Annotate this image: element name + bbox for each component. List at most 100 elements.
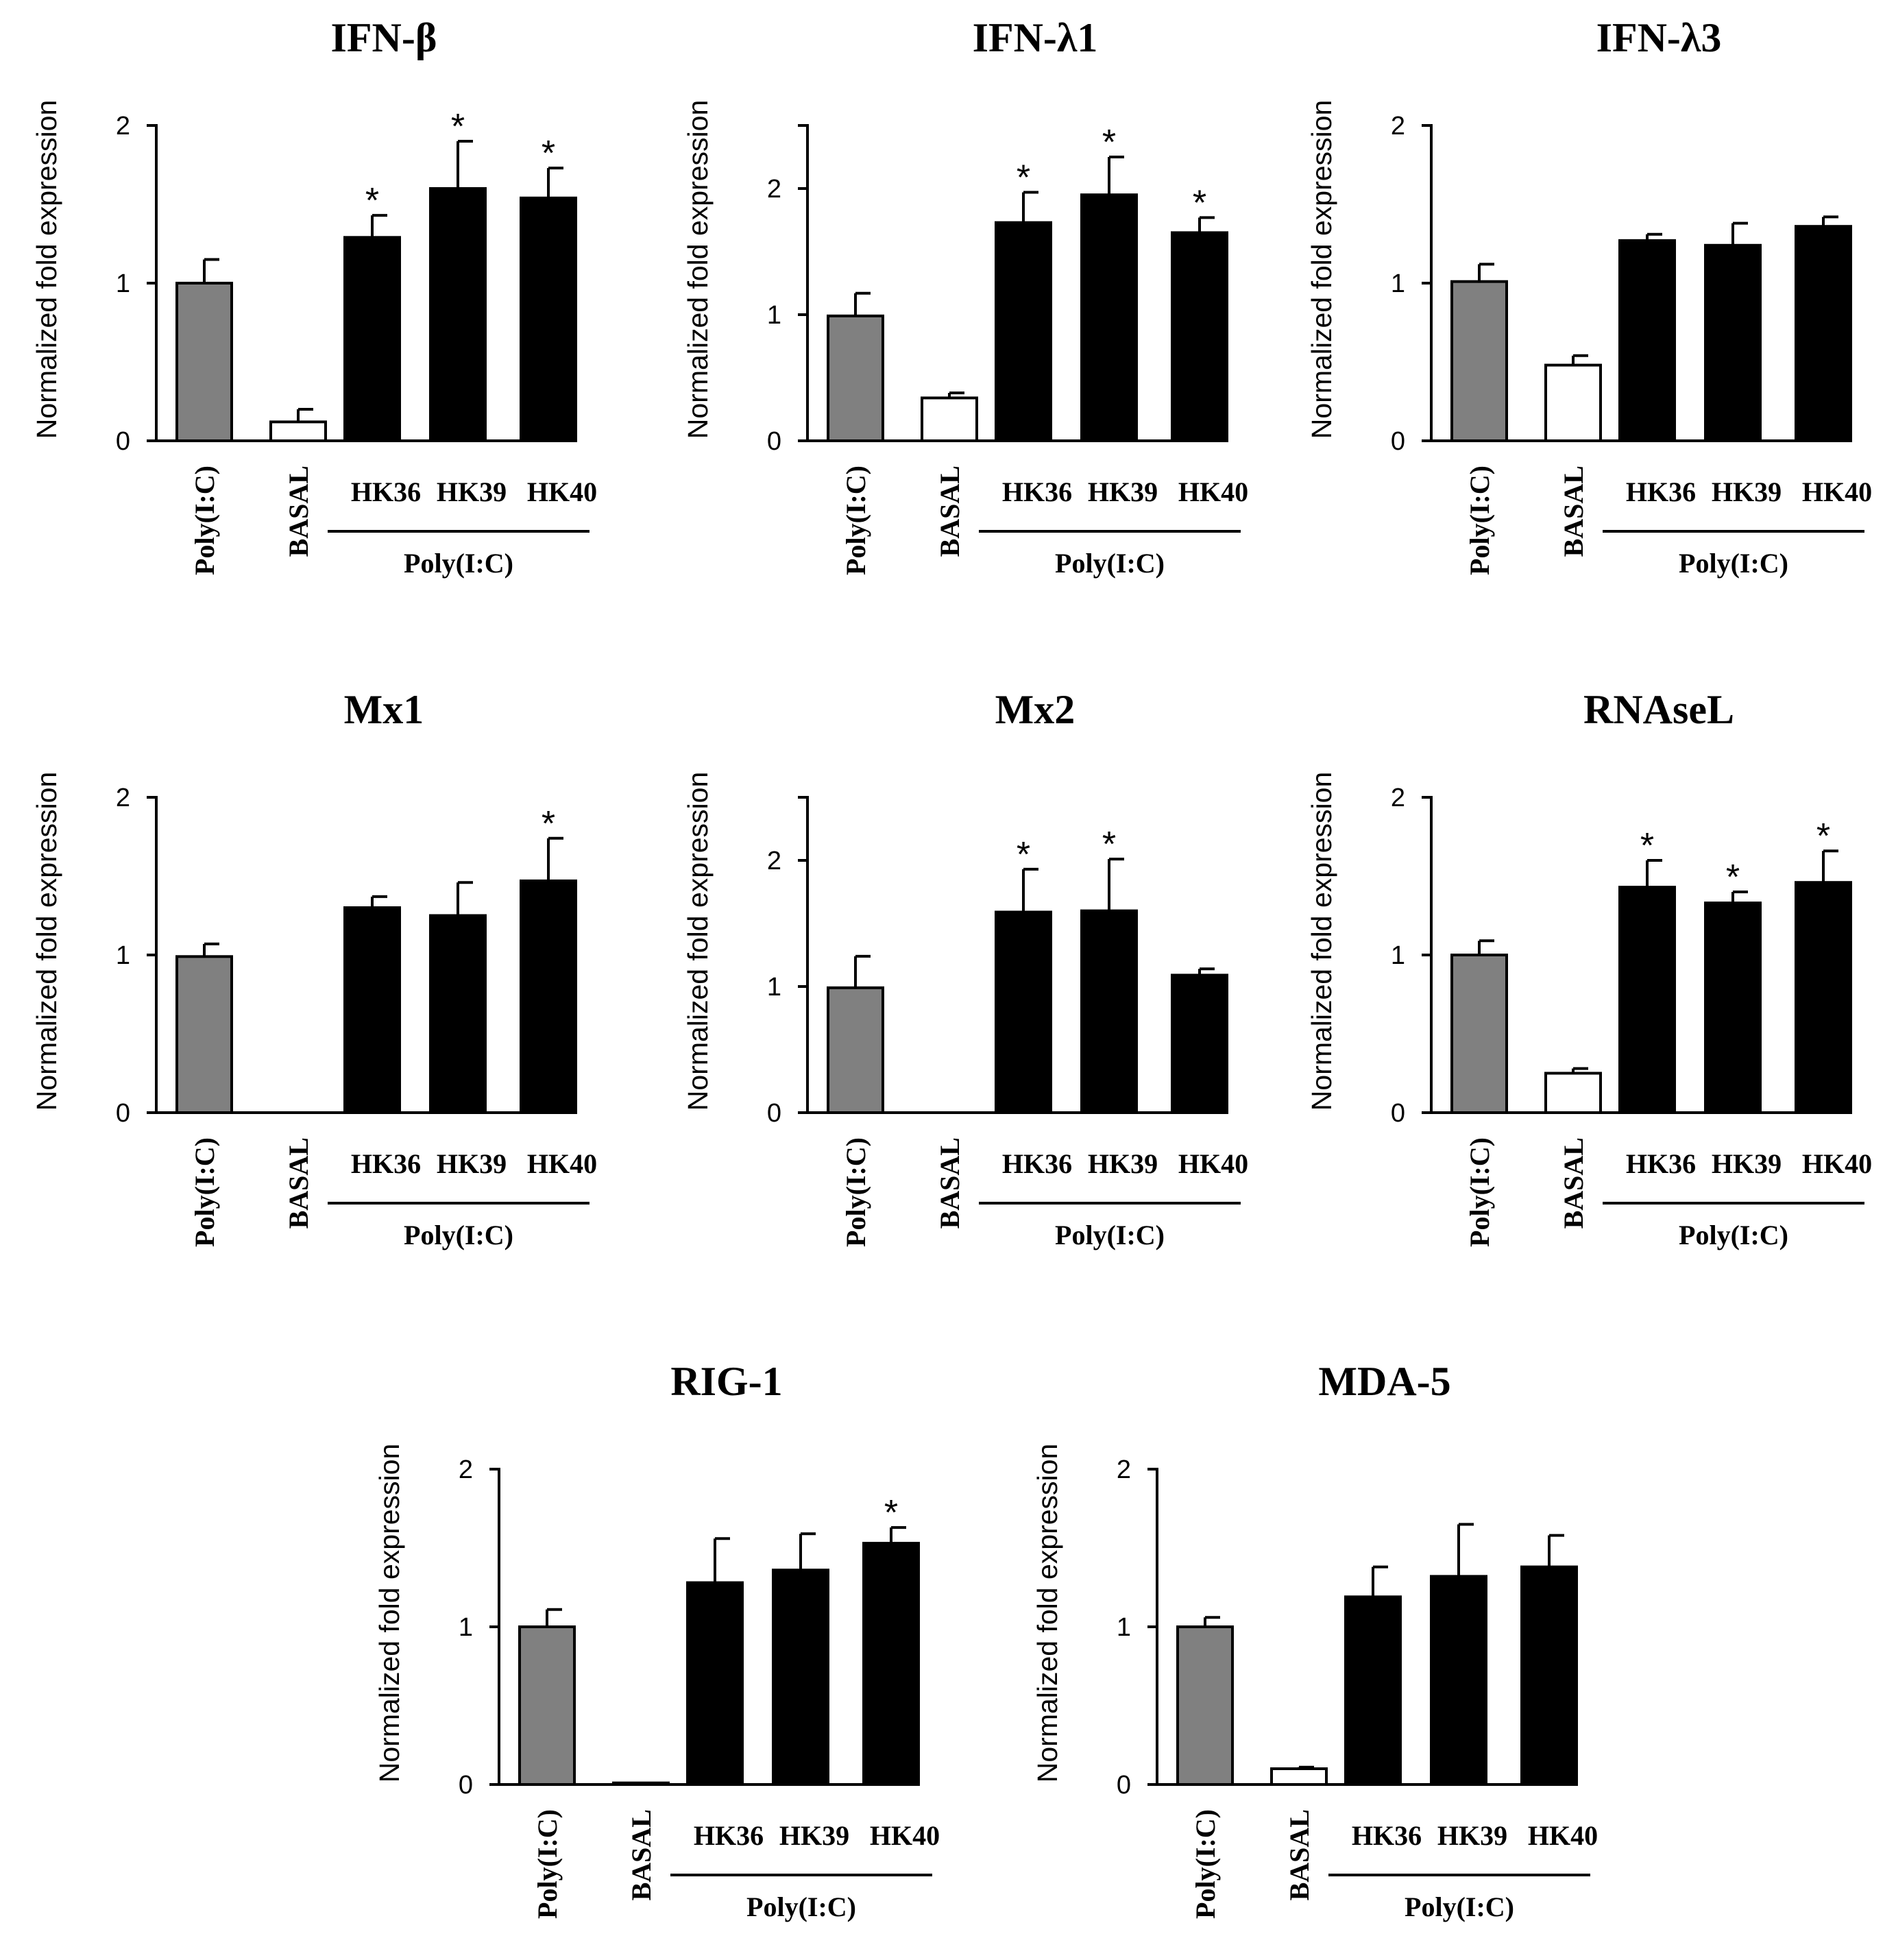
bar-basal	[1544, 363, 1602, 442]
bar-hk39	[429, 914, 487, 1114]
significance-marker: *	[542, 804, 555, 844]
chart-title: RNAseL	[1583, 687, 1734, 732]
bar-hk40	[862, 1542, 920, 1786]
group-label: Poly(I:C)	[404, 1220, 513, 1250]
x-tick-label: HK40	[1528, 1820, 1598, 1851]
y-axis-label: Normalized fold expression	[1032, 1444, 1063, 1783]
y-axis-label: Normalized fold expression	[1306, 100, 1337, 439]
y-axis-label: Normalized fold expression	[682, 100, 714, 439]
significance-marker: *	[1193, 183, 1206, 223]
bar-hk36	[343, 236, 401, 442]
bar-poly-i-c-	[827, 986, 884, 1114]
bar-poly-i-c-	[827, 314, 884, 442]
y-axis-label: Normalized fold expression	[374, 1444, 405, 1783]
x-tick-label: HK40	[527, 1148, 597, 1179]
bar-hk36	[686, 1581, 744, 1786]
y-tick-label: 2	[116, 112, 130, 141]
x-tick-label: BASAL	[1284, 1809, 1315, 1900]
x-tick-label: BASAL	[626, 1809, 657, 1900]
y-tick-label: 2	[116, 784, 130, 812]
bar-poly-i-c-	[1450, 954, 1508, 1114]
bar-poly-i-c-	[1450, 280, 1508, 443]
significance-marker: *	[542, 134, 555, 173]
x-tick-label: HK39	[437, 476, 507, 507]
chart-panel-rig1: RIG-1 Normalized fold expression 0 1 2 * Poly(…	[343, 1344, 973, 1960]
x-tick-label: Poly(I:C)	[189, 465, 220, 575]
x-tick-label: HK36	[351, 476, 421, 507]
x-tick-label: HK39	[1088, 476, 1158, 507]
significance-marker: *	[1726, 858, 1740, 897]
bar-hk40	[1520, 1565, 1578, 1786]
bar-poly-i-c-	[175, 282, 233, 442]
significance-marker: *	[1017, 158, 1030, 198]
bar-hk40	[1795, 881, 1852, 1114]
bar-poly-i-c-	[175, 955, 233, 1114]
x-tick-label: HK39	[779, 1820, 849, 1851]
y-tick-label: 0	[767, 427, 781, 456]
x-tick-label: HK36	[351, 1148, 421, 1179]
bar-hk39	[1704, 902, 1762, 1114]
y-tick-label: 1	[1117, 1613, 1131, 1642]
y-tick-label: 2	[459, 1455, 473, 1484]
bar-chart: Mx2 Normalized fold expression 0 1 2 * * Poly(I…	[682, 687, 1248, 1250]
x-tick-label: HK40	[1802, 476, 1872, 507]
group-label: Poly(I:C)	[1055, 1220, 1165, 1250]
x-tick-label: HK40	[1178, 1148, 1248, 1179]
bar-hk36	[1344, 1595, 1402, 1786]
bar-hk36	[1618, 239, 1676, 442]
x-tick-label: HK36	[1626, 1148, 1696, 1179]
group-label: Poly(I:C)	[1405, 1891, 1514, 1922]
bar-hk40	[1171, 231, 1228, 442]
y-tick-label: 1	[116, 941, 130, 970]
x-tick-label: HK36	[694, 1820, 764, 1851]
x-tick-label: HK40	[527, 476, 597, 507]
bar-hk40	[520, 879, 577, 1114]
y-tick-label: 0	[1391, 427, 1405, 456]
y-axis-label: Normalized fold expression	[31, 100, 62, 439]
group-label: Poly(I:C)	[746, 1891, 856, 1922]
chart-panel-rnasel: RNAseL Normalized fold expression 0 1 2 * * * Po…	[1275, 672, 1896, 1289]
chart-title: Mx2	[995, 687, 1075, 732]
significance-marker: *	[1102, 123, 1116, 162]
y-tick-label: 0	[459, 1771, 473, 1800]
bar-hk36	[995, 910, 1052, 1114]
chart-panel-ifn-lambda3: IFN-λ3 Normalized fold expression 0 1 2 Poly(…	[1275, 0, 1896, 617]
bar-hk36	[1618, 886, 1676, 1114]
x-tick-label: HK36	[1002, 1148, 1072, 1179]
bar-chart: IFN-λ1 Normalized fold expression 0 1 2 * * * Po…	[682, 15, 1248, 579]
x-tick-label: BASAL	[934, 1137, 965, 1229]
x-tick-label: HK39	[1712, 476, 1782, 507]
group-label: Poly(I:C)	[1055, 548, 1165, 579]
x-tick-label: Poly(I:C)	[1190, 1809, 1221, 1919]
y-tick-label: 0	[1117, 1771, 1131, 1800]
chart-panel-mx2: Mx2 Normalized fold expression 0 1 2 * * Poly(I…	[651, 672, 1282, 1289]
y-axis-label: Normalized fold expression	[31, 772, 62, 1111]
bar-hk39	[1430, 1575, 1487, 1786]
group-label: Poly(I:C)	[404, 548, 513, 579]
x-tick-label: HK39	[1088, 1148, 1158, 1179]
x-tick-label: HK36	[1002, 476, 1072, 507]
bar-chart: RNAseL Normalized fold expression 0 1 2 * * * Po…	[1306, 687, 1872, 1250]
bar-hk39	[1080, 909, 1138, 1114]
chart-title: IFN-β	[331, 15, 437, 60]
chart-panel-ifn-lambda1: IFN-λ1 Normalized fold expression 0 1 2 * * * Po…	[651, 0, 1282, 617]
x-tick-label: HK40	[1802, 1148, 1872, 1179]
chart-title: IFN-λ3	[1596, 15, 1722, 60]
x-tick-label: HK40	[1178, 476, 1248, 507]
x-tick-label: BASAL	[1558, 1137, 1589, 1229]
bar-hk40	[1171, 973, 1228, 1114]
x-tick-label: Poly(I:C)	[1464, 465, 1495, 575]
x-tick-label: Poly(I:C)	[1464, 1137, 1495, 1247]
bar-basal	[612, 1781, 670, 1787]
y-tick-label: 0	[116, 1099, 130, 1128]
bar-chart: Mx1 Normalized fold expression 0 1 2 * Poly(I:…	[31, 687, 597, 1250]
chart-title: RIG-1	[670, 1359, 782, 1404]
y-tick-label: 0	[767, 1099, 781, 1128]
x-tick-label: HK36	[1626, 476, 1696, 507]
y-axis-label: Normalized fold expression	[1306, 772, 1337, 1111]
bar-hk39	[429, 187, 487, 442]
bar-poly-i-c-	[1176, 1625, 1234, 1786]
bar-hk39	[1704, 243, 1762, 442]
bar-chart: RIG-1 Normalized fold expression 0 1 2 * Poly(…	[374, 1359, 940, 1922]
x-tick-label: HK40	[870, 1820, 940, 1851]
